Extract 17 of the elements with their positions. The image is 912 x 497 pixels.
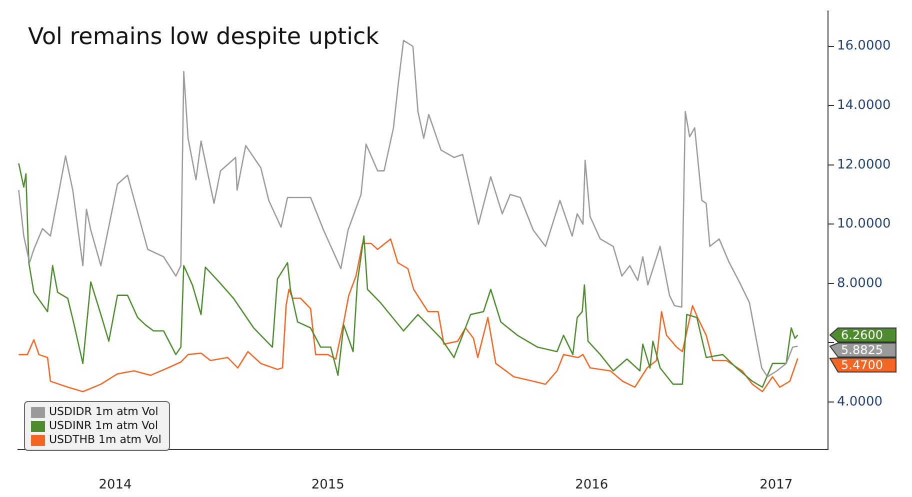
y-tick-label: 4.0000 bbox=[837, 394, 882, 410]
x-tick-label: 2014 bbox=[98, 478, 132, 493]
text: 6.2600 bbox=[841, 328, 883, 342]
y-tick-label: 14.0000 bbox=[837, 98, 891, 114]
legend-label: USDIDR 1m atm Vol bbox=[49, 405, 158, 419]
x-tick-label: 2016 bbox=[575, 478, 608, 493]
x-tick-label: 2015 bbox=[311, 478, 344, 493]
text: 5.4700 bbox=[841, 358, 883, 372]
y-tick-label: 16.0000 bbox=[837, 38, 891, 54]
text: Vol remains low despite uptick bbox=[28, 24, 379, 50]
y-tick-label: 12.0000 bbox=[837, 157, 891, 172]
x-tick-label: 2017 bbox=[760, 478, 793, 493]
y-tick-label: 8.0000 bbox=[837, 276, 882, 291]
legend-label: USDTHB 1m atm Vol bbox=[49, 433, 162, 447]
legend-label: USDINR 1m atm Vol bbox=[49, 419, 158, 433]
y-tick-label: 10.0000 bbox=[837, 216, 891, 232]
text: 5.8825 bbox=[841, 343, 883, 358]
